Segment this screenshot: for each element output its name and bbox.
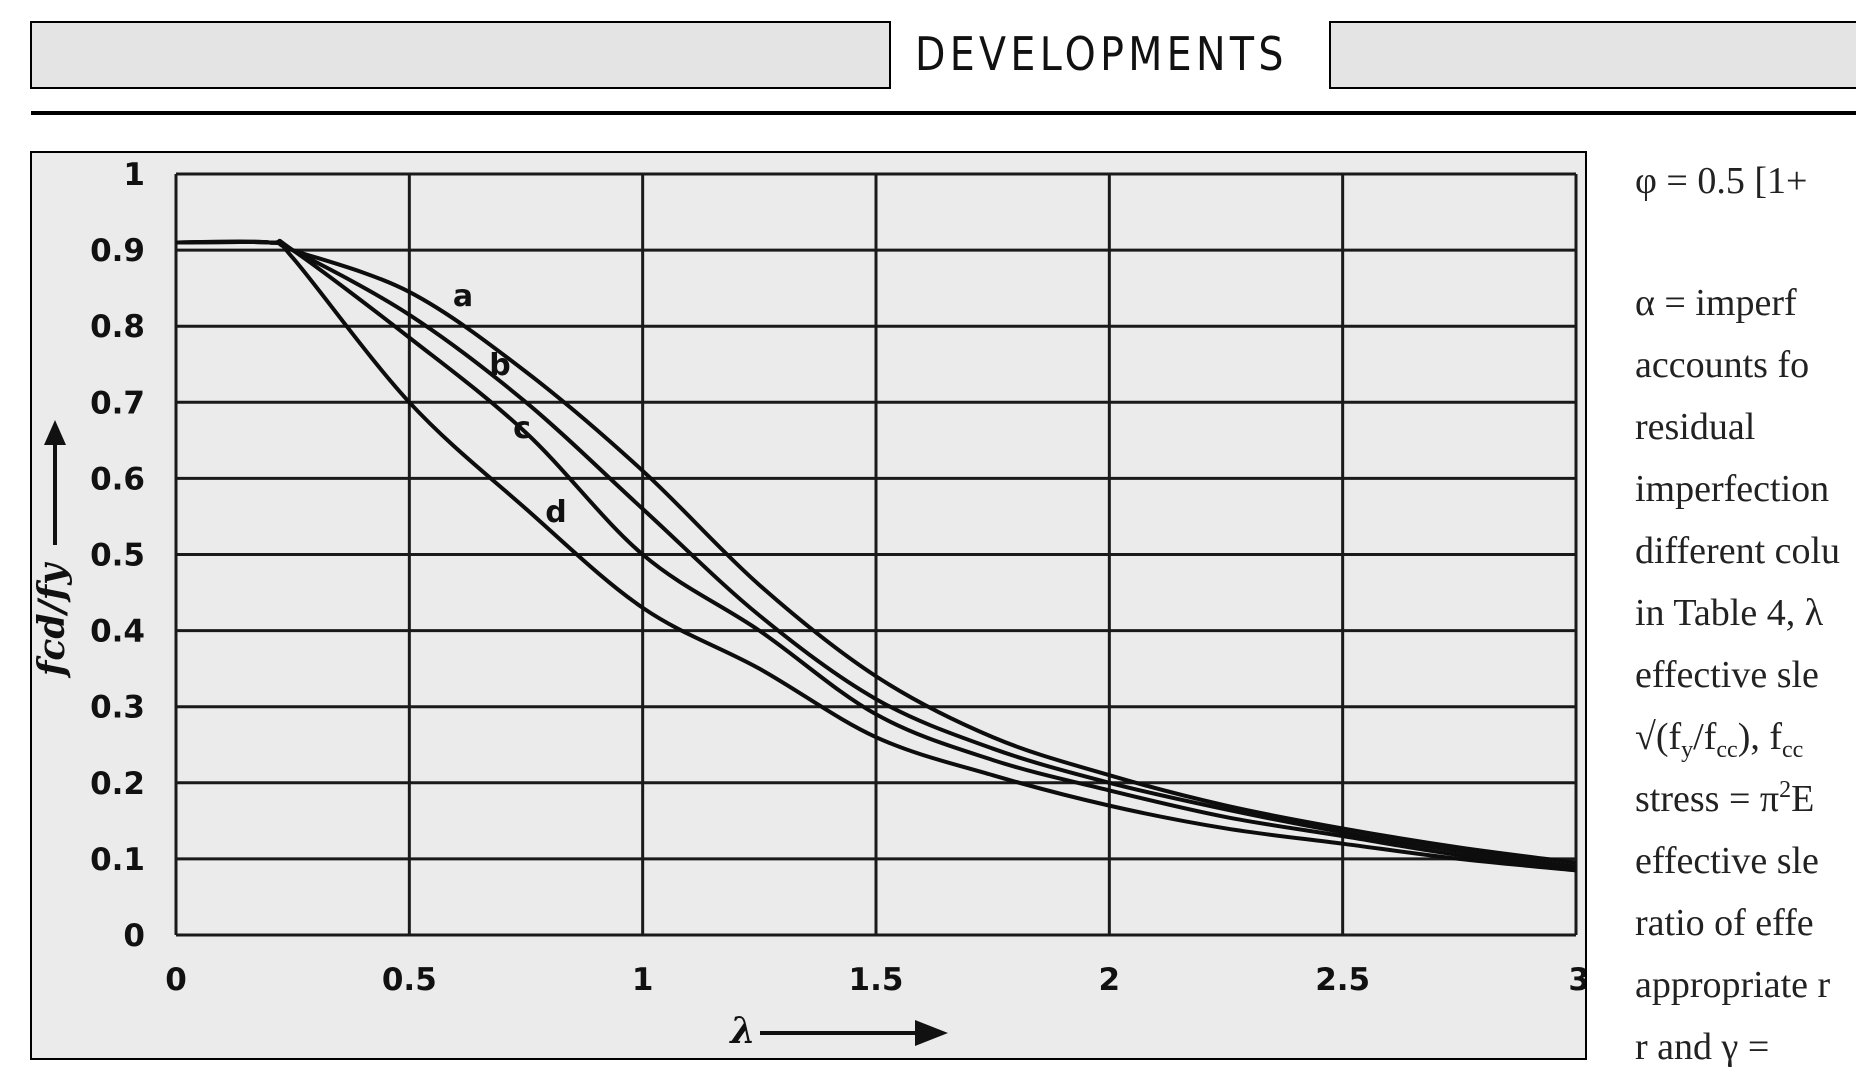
curve-b	[175, 239, 1577, 869]
text-fragment: √(f	[1635, 716, 1682, 758]
x-tick-label: 2	[1099, 962, 1121, 998]
chart-curves	[175, 238, 1577, 873]
curve-label-c: c	[513, 411, 531, 446]
text-line-stress: stress = π2E	[1635, 768, 1856, 830]
buckling-curves-figure: 0 0.1 0.2 0.3 0.4 0.5 0.6 0.7 0.8 0.9 1 0 0.5 1 1.5 2 2…	[30, 151, 1587, 1060]
text-fragment: /f	[1693, 716, 1717, 758]
text-fragment: =	[1738, 1026, 1770, 1068]
y-tick-label: 0.8	[90, 309, 145, 345]
text-line: appropriate r	[1635, 964, 1831, 1006]
text-line: effective sle	[1635, 840, 1819, 882]
y-tick-labels: 0 0.1 0.2 0.3 0.4 0.5 0.6 0.7 0.8 0.9 1	[90, 157, 145, 954]
x-axis-label: λ	[728, 1010, 755, 1052]
curve-label-a: a	[453, 279, 473, 314]
text-line: ratio of effe	[1635, 902, 1814, 944]
curve-d	[175, 239, 1577, 873]
y-axis-label: fcd/fy	[31, 562, 73, 679]
x-tick-label: 0	[165, 962, 187, 998]
text-line: accounts fo	[1635, 344, 1810, 386]
text-fragment: stress = π	[1635, 778, 1780, 820]
y-tick-label: 0.9	[90, 233, 145, 269]
section-title: DEVELOPMENTS	[915, 27, 1288, 81]
subscript: cc	[1716, 737, 1738, 763]
text-fragment: r and γ	[1635, 1026, 1739, 1068]
y-tick-label: 0.6	[90, 461, 145, 497]
text-line: effective sle	[1635, 654, 1819, 696]
subscript: y	[1681, 737, 1694, 763]
y-tick-label: 1	[123, 157, 145, 193]
y-axis-arrow-icon	[44, 420, 66, 545]
text-line: residual	[1635, 406, 1756, 448]
curve-c	[175, 238, 1577, 871]
text-line: imperfection	[1635, 468, 1830, 510]
header-left-bar	[30, 21, 891, 89]
text-line: different colu	[1635, 530, 1841, 572]
curve-a	[175, 239, 1577, 865]
y-tick-label: 0.5	[90, 538, 145, 574]
x-tick-label: 1	[632, 962, 654, 998]
header-right-bar	[1329, 21, 1856, 89]
phi-equation: φ = 0.5 [1+	[1635, 160, 1808, 202]
header-rule	[31, 111, 1856, 115]
text-line: in Table 4, λ	[1635, 592, 1824, 634]
x-tick-label: 0.5	[382, 962, 437, 998]
x-tick-label: 2.5	[1315, 962, 1370, 998]
curve-labels: abc d	[453, 279, 567, 530]
chart-grid	[174, 172, 1578, 937]
x-tick-labels: 0 0.5 1 1.5 2 2.5 3	[165, 962, 1587, 998]
x-axis-arrow-icon	[760, 1020, 948, 1046]
x-tick-label: 1.5	[849, 962, 904, 998]
y-tick-label: 0.4	[90, 614, 145, 650]
text-fragment: E	[1791, 778, 1815, 820]
y-axis-title: fcd/fy	[31, 562, 73, 679]
subscript: cc	[1782, 737, 1804, 763]
y-tick-label: 0.1	[90, 842, 145, 878]
text-line-sqrt: √(fy/fcc), fcc	[1635, 706, 1856, 768]
chart-svg: 0 0.1 0.2 0.3 0.4 0.5 0.6 0.7 0.8 0.9 1 0 0.5 1 1.5 2 2…	[31, 157, 1587, 1052]
y-tick-label: 0.3	[90, 690, 145, 726]
text-line-last: r and γ =	[1635, 1016, 1856, 1078]
curve-label-d: d	[545, 495, 566, 530]
x-tick-label: 3	[1568, 962, 1587, 998]
superscript: 2	[1779, 777, 1792, 803]
body-text-column: φ = 0.5 [1+ α = imperf accounts fo resid…	[1635, 150, 1856, 1078]
text-fragment: ), f	[1737, 716, 1783, 758]
y-tick-label: 0	[123, 918, 145, 954]
y-tick-label: 0.7	[90, 385, 145, 421]
text-line: α = imperf	[1635, 282, 1797, 324]
curve-label-b: b	[489, 348, 510, 383]
y-tick-label: 0.2	[90, 766, 145, 802]
